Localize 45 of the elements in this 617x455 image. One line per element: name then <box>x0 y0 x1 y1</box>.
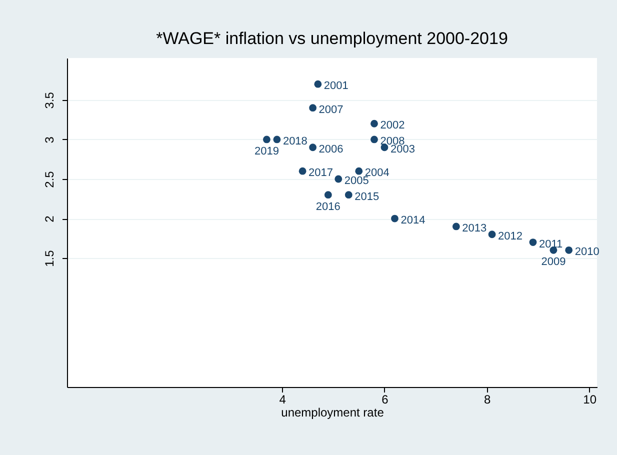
y-tick-label: 3.5 <box>42 92 56 109</box>
annotation: 2009 <box>541 256 566 268</box>
x-tick-label: 8 <box>484 392 492 406</box>
point <box>370 120 378 128</box>
point <box>309 144 317 152</box>
point <box>324 191 332 199</box>
point <box>344 191 352 199</box>
x-tick-label: 4 <box>279 392 286 406</box>
point <box>334 175 342 183</box>
point <box>529 238 537 246</box>
point <box>298 167 306 175</box>
y-tick-label: 2.5 <box>42 170 56 188</box>
x-tick-label: 10 <box>583 392 597 406</box>
x-tick-label: 6 <box>382 392 389 406</box>
annotation: 2001 <box>324 80 348 92</box>
annotation: 2019 <box>254 145 279 158</box>
annotation: 2006 <box>318 143 344 156</box>
annotation: 2007 <box>318 104 344 116</box>
point <box>391 214 398 222</box>
point <box>355 167 363 175</box>
point <box>273 136 281 144</box>
point <box>309 104 317 112</box>
point <box>314 80 322 88</box>
y-tick-label: 3 <box>42 136 56 144</box>
point <box>452 222 460 230</box>
y-tick-label: 1.5 <box>42 250 56 267</box>
annotation: 2018 <box>282 135 308 148</box>
annotation: 2013 <box>462 222 487 234</box>
annotation: 2002 <box>380 120 405 132</box>
point <box>370 136 378 144</box>
annotation: 2005 <box>344 175 369 187</box>
annotation: 2003 <box>390 143 415 156</box>
annotation: 2011 <box>538 238 563 250</box>
annotation: 2014 <box>400 214 426 227</box>
annotation: 2016 <box>316 200 340 213</box>
x-axis-title: unemployment rate <box>281 406 384 420</box>
annotation: 2010 <box>574 246 600 258</box>
annotation: 2012 <box>498 230 523 242</box>
point <box>488 230 496 238</box>
annotation: 2015 <box>354 190 380 203</box>
point <box>565 246 573 254</box>
point <box>263 136 270 144</box>
annotation: 2017 <box>308 167 334 180</box>
chart-title: *WAGE* inflation vs unemployment 2000-2019 <box>156 29 508 48</box>
y-tick-label: 2 <box>42 215 56 222</box>
